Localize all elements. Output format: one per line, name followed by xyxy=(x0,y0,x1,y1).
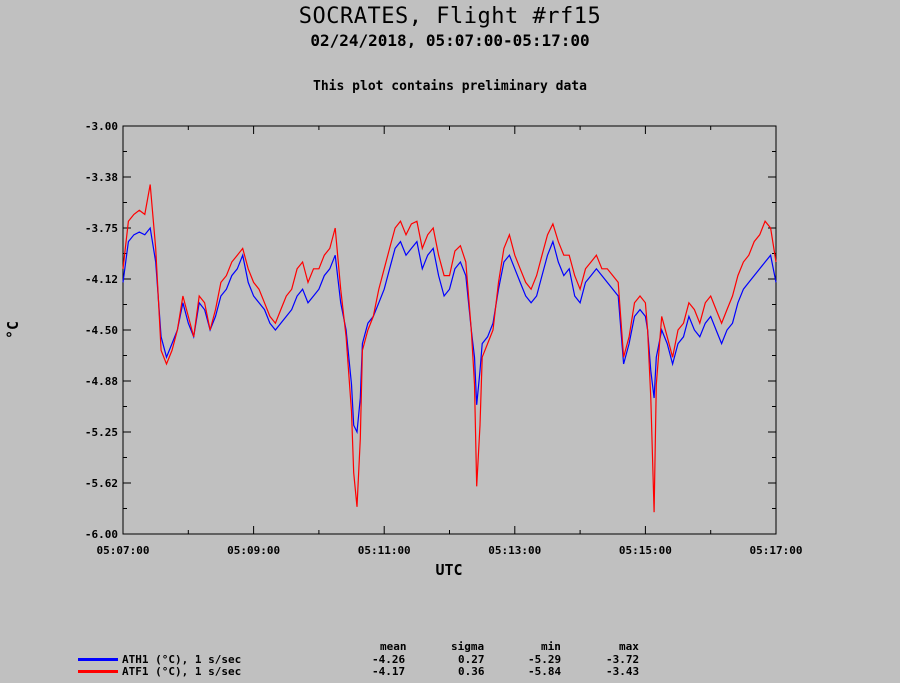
axis-ticks: -3.00 -3.38 -3.75 -4.12 -4.50 -4.88 -5.25 -5.62… xyxy=(85,120,803,557)
stat-ath1-min: -5.29 xyxy=(528,653,562,666)
stats-header-min: min xyxy=(541,640,561,653)
legend-label-atf1: ATF1 (°C), 1 s/sec xyxy=(122,665,242,678)
stats-header-sigma: sigma xyxy=(451,640,485,653)
y-tick-label: -4.12 xyxy=(85,273,118,286)
x-tick-label: 05:17:00 xyxy=(750,544,803,557)
x-tick-label: 05:13:00 xyxy=(488,544,541,557)
stat-atf1-max: -3.43 xyxy=(606,665,640,678)
stat-ath1-mean: -4.26 xyxy=(372,653,406,666)
x-tick-label: 05:11:00 xyxy=(358,544,411,557)
legend-swatch-ath1 xyxy=(78,658,118,661)
series-lines xyxy=(122,184,777,513)
y-tick-label: -4.50 xyxy=(85,324,118,337)
stat-atf1-min: -5.84 xyxy=(528,665,562,678)
x-tick-label: 05:07:00 xyxy=(97,544,150,557)
legend-label-ath1: ATH1 (°C), 1 s/sec xyxy=(122,653,242,666)
legend-swatch-atf1 xyxy=(78,670,118,673)
y-tick-label: -5.25 xyxy=(85,426,118,439)
stat-ath1-sigma: 0.27 xyxy=(458,653,485,666)
series-line-ath1 xyxy=(122,226,777,435)
y-tick-label: -6.00 xyxy=(85,528,118,541)
stat-atf1-sigma: 0.36 xyxy=(458,665,485,678)
y-axis-label: °C xyxy=(4,321,22,339)
series-line-atf1 xyxy=(122,184,777,513)
chart-title: SOCRATES, Flight #rf15 xyxy=(298,4,602,29)
stat-atf1-mean: -4.17 xyxy=(372,665,406,678)
stats-header-max: max xyxy=(619,640,639,653)
x-tick-label: 05:09:00 xyxy=(227,544,280,557)
plot-area xyxy=(122,125,777,535)
y-tick-label: -3.00 xyxy=(85,120,118,133)
stats-header-mean: mean xyxy=(380,640,407,653)
x-axis-label: UTC xyxy=(435,561,462,579)
chart-subtitle: 02/24/2018, 05:07:00-05:17:00 xyxy=(310,31,590,50)
x-tick-label: 05:15:00 xyxy=(619,544,672,557)
y-tick-label: -3.38 xyxy=(85,171,118,184)
y-tick-label: -3.75 xyxy=(85,222,118,235)
stat-ath1-max: -3.72 xyxy=(606,653,640,666)
y-tick-label: -4.88 xyxy=(85,375,118,388)
y-tick-label: -5.62 xyxy=(85,477,118,490)
preliminary-data-note: This plot contains preliminary data xyxy=(313,79,587,94)
